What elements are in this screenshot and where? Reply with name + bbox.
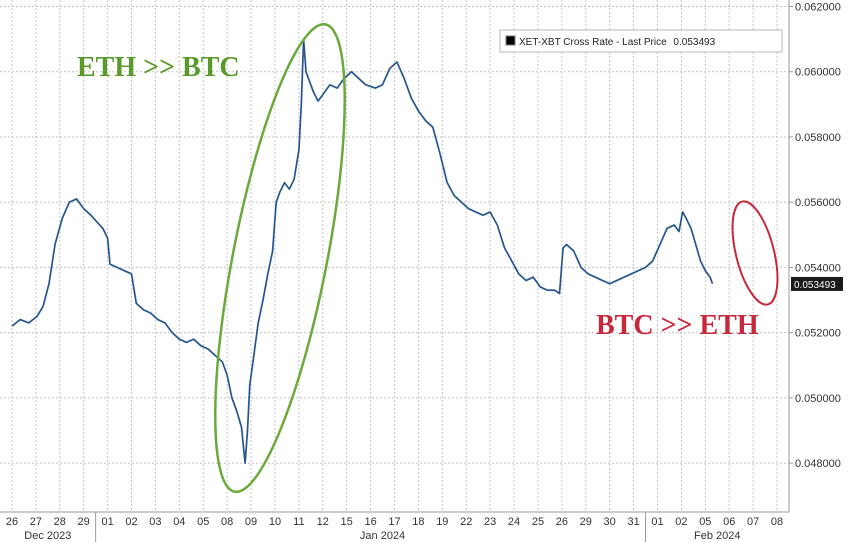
- x-tick-label: 18: [412, 516, 424, 528]
- highlight-ellipse-up: [214, 22, 346, 494]
- month-label: Feb 2024: [694, 530, 740, 542]
- series-line-core: [11, 38, 713, 464]
- x-tick-label: 19: [436, 516, 448, 528]
- month-label: Jan 2024: [360, 530, 405, 542]
- legend: XET-XBT Cross Rate - Last Price 0.053493: [499, 29, 783, 53]
- x-tick-label: 06: [723, 516, 735, 528]
- x-tick-label: 10: [269, 516, 281, 528]
- y-tick-label: 0.052000: [795, 328, 841, 340]
- x-tick-label: 22: [460, 516, 472, 528]
- x-tick-label: 26: [6, 516, 18, 528]
- y-tick-label: 0.060000: [795, 67, 841, 79]
- annotation-btc-eth: BTC >> ETH: [596, 310, 759, 341]
- legend-swatch-icon: [505, 35, 516, 46]
- y-tick-label: 0.050000: [795, 393, 841, 405]
- x-tick-label: 23: [484, 516, 496, 528]
- x-tick-label: 05: [197, 516, 209, 528]
- svg-text:XET-XBT Cross Rate - Last Pric: XET-XBT Cross Rate - Last Price 0.053493: [519, 37, 716, 48]
- x-tick-label: 01: [101, 516, 113, 528]
- y-tick-label: 0.056000: [795, 197, 841, 209]
- x-tick-label: 02: [675, 516, 687, 528]
- x-tick-label: 28: [54, 516, 66, 528]
- x-tick-label: 02: [125, 516, 137, 528]
- x-tick-label: 27: [30, 516, 42, 528]
- x-tick-label: 30: [604, 516, 616, 528]
- x-tick-label: 17: [388, 516, 400, 528]
- legend-box: [499, 29, 783, 53]
- x-tick-label: 16: [364, 516, 376, 528]
- x-axis: 26 27 28 29 01 02 03 04 05 08 09 10 11 12 15 16 17 18 19 22…: [6, 512, 783, 542]
- y-tick-label: 0.048000: [795, 458, 841, 470]
- x-tick-label: 08: [221, 516, 233, 528]
- x-tick-label: 09: [245, 516, 257, 528]
- series-line: [11, 38, 714, 464]
- x-tick-label: 04: [173, 516, 185, 528]
- x-tick-label: 12: [317, 516, 329, 528]
- x-tick-label: 29: [78, 516, 90, 528]
- x-tick-label: 24: [508, 516, 520, 528]
- annotation-eth-btc: ETH >> BTC: [77, 52, 240, 83]
- y-tick-label: 0.062000: [795, 2, 841, 14]
- legend-label: XET-XBT Cross Rate - Last Price: [519, 37, 667, 48]
- x-tick-label: 01: [651, 516, 663, 528]
- y-tick-label: 0.058000: [795, 132, 841, 144]
- x-tick-label: 05: [699, 516, 711, 528]
- x-tick-label: 11: [293, 516, 304, 528]
- x-tick-label: 07: [747, 516, 759, 528]
- series-layer: [11, 38, 714, 464]
- x-tick-label: 31: [627, 516, 639, 528]
- x-tick-label: 03: [149, 516, 161, 528]
- x-tick-label: 26: [556, 516, 568, 528]
- highlight-ellipse-down: [731, 200, 779, 306]
- x-tick-label: 08: [771, 516, 783, 528]
- last-price-label: 0.053493: [794, 280, 836, 291]
- y-axis: 0.048000 0.050000 0.052000 0.054000 0.056000…: [789, 2, 843, 470]
- x-tick-label: 25: [532, 516, 544, 528]
- month-label: Dec 2023: [24, 530, 71, 542]
- annotations-layer: ETH >> BTC BTC >> ETH: [77, 22, 779, 494]
- grid: [0, 0, 789, 512]
- y-tick-label: 0.054000: [795, 262, 841, 274]
- last-price-tag: [791, 276, 843, 291]
- x-tick-label: 15: [341, 516, 353, 528]
- legend-value: 0.053493: [673, 37, 715, 48]
- x-tick-label: 29: [580, 516, 592, 528]
- plot-frame: [0, 0, 790, 513]
